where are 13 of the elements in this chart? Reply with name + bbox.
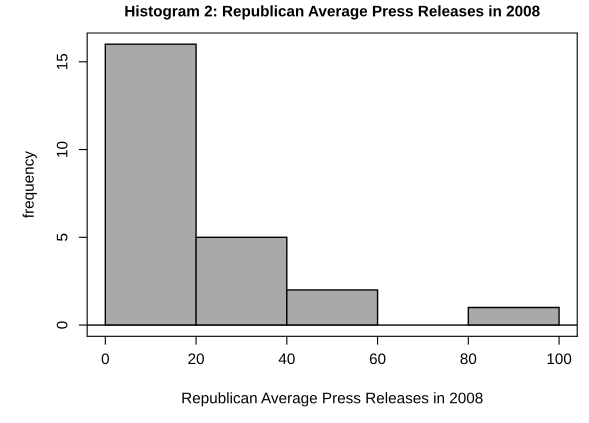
chart-title: Histogram 2: Republican Average Press Releases in 2008 [125,5,540,20]
x-axis-title: Republican Average Press Releases in 2008 [182,392,483,406]
x-tick-label: 100 [547,353,572,364]
y-tick-label: 15 [56,54,68,70]
x-tick-label: 60 [370,353,386,364]
y-axis-title: frequency [22,151,37,218]
x-tick-label: 0 [102,353,109,364]
y-tick-label: 5 [56,234,68,241]
y-tick-label: 0 [56,321,68,329]
x-tick-label: 20 [188,353,204,364]
x-tick-label: 80 [460,353,476,364]
y-tick-label: 10 [56,142,68,157]
x-tick-label: 40 [278,353,295,364]
